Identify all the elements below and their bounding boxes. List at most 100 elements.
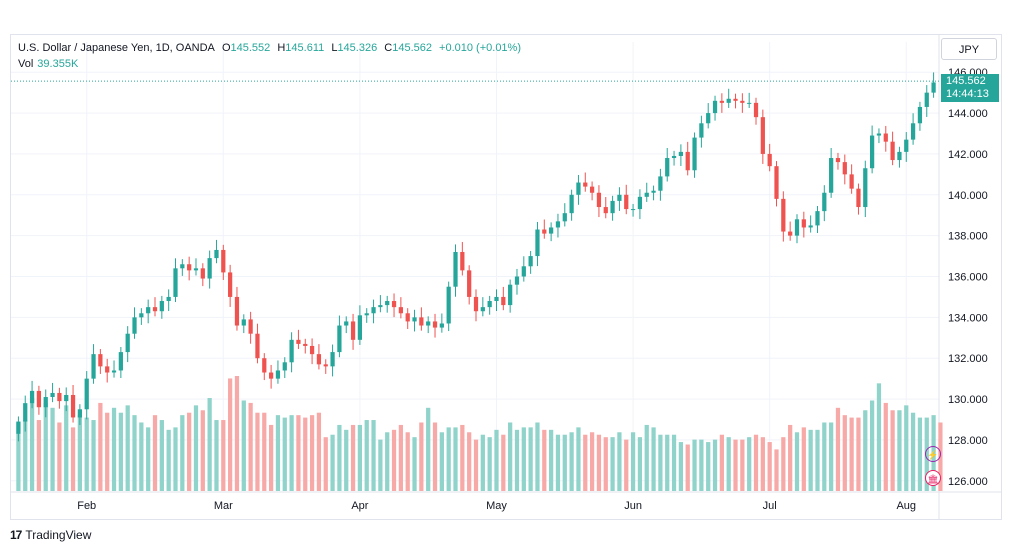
volume-bar [282,417,287,491]
volume-bar [268,424,274,491]
volume-bar [29,398,35,491]
candle-body [508,284,513,306]
candle-body [405,313,410,322]
volume-bar [658,434,663,491]
volume-bar [644,424,649,491]
candle-body [753,102,759,118]
candle-body [603,207,608,214]
volume-bar [589,432,595,491]
volume-bar [255,412,260,491]
price-chart[interactable]: 146.000144.000142.000140.000138.000136.0… [0,0,1012,530]
volume-bar [98,402,103,491]
candle-body [398,307,403,314]
volume-bar [344,429,349,491]
open-value: 145.552 [230,42,271,54]
candle-body [651,190,656,193]
candle-body [494,296,499,302]
volume-bar [432,422,438,491]
candle-body [282,362,287,371]
volume-bar [323,437,328,491]
volume-bar [801,427,806,491]
volume-bar [624,439,629,491]
volume-bar [794,432,800,491]
volume-bar [733,439,738,491]
candle-body [70,394,76,418]
volume-bar [303,417,308,491]
low-label: L [331,42,338,54]
volume-bar [200,410,205,491]
candle-body [105,366,110,373]
volume-bar [665,434,670,491]
candle-body [187,264,192,271]
volume-bar [719,434,724,491]
volume-bar [152,415,158,491]
x-tick-label: Mar [214,500,233,512]
y-tick-label: 138.000 [948,231,988,243]
volume-bar [542,429,547,491]
volume-bar [241,400,246,491]
candle-body [712,100,718,114]
candle-body [125,333,130,353]
candle-body [391,301,397,308]
candle-body [931,82,936,93]
volume-bar [897,410,902,491]
candle-body [706,113,711,124]
volume-bar [508,422,513,491]
volume-bar [569,432,574,491]
candle-body [23,403,28,422]
volume-bar [815,429,820,491]
candle-body [132,317,137,334]
x-tick-label: May [486,500,507,512]
candle-body [835,158,841,163]
currency-button[interactable]: JPY [941,38,997,60]
candle-body [446,286,451,324]
candle-body [767,153,772,167]
candle-body [467,270,472,297]
volume-bar [514,429,520,491]
volume-bar [146,427,151,491]
volume-bar [221,420,226,491]
low-value: 145.326 [337,42,378,54]
candle-body [419,317,424,326]
volume-bar [275,415,281,491]
candle-body [275,370,281,379]
volume-bar [118,412,123,491]
candle-body [569,194,574,214]
candle-body [426,321,431,326]
candle-body [180,264,185,269]
volume-bar [610,437,615,491]
y-tick-label: 130.000 [948,394,988,406]
volume-bar [692,439,697,491]
candle-body [890,141,895,161]
volume-bar [788,424,793,491]
candle-body [139,313,144,318]
volume-bar [207,398,212,491]
candle-body [255,333,260,359]
volume-bar [842,415,847,491]
dividends-lightning-icon[interactable]: ⚡ [925,446,941,462]
candle-body [432,321,438,328]
last-price-tag: 145.562 14:44:13 [941,74,999,102]
volume-bar [180,415,185,491]
candle-body [521,266,526,277]
volume-bar [706,442,711,491]
candle-body [480,307,485,312]
candle-body [842,162,847,175]
candle-body [535,229,540,257]
volume-bar [357,424,363,491]
candle-body [624,194,629,210]
candle-body [685,151,690,171]
volume-bar [549,429,554,491]
volume-bar [863,410,868,491]
volume-bar [829,422,834,491]
volume-bar [193,405,199,491]
candle-body [303,343,308,346]
earnings-bank-icon[interactable]: 🏛 [925,470,941,486]
candle-body [385,301,390,306]
y-tick-label: 128.000 [948,435,988,447]
tradingview-logo[interactable]: 17 TradingView [10,528,91,542]
candle-body [207,258,212,279]
volume-bar [446,427,451,491]
candle-body [883,133,888,142]
volume-bar [385,432,390,491]
